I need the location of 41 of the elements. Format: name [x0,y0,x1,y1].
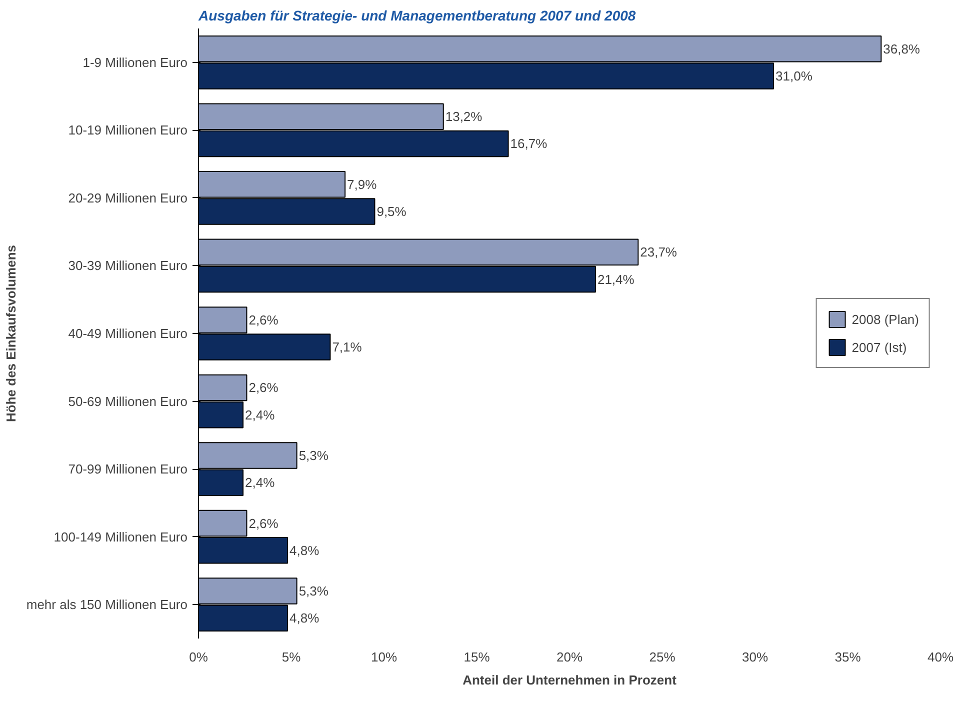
legend-label: 2007 (Ist) [852,340,907,354]
y-axis-title: Höhe des Einkaufsvolumens [3,244,18,422]
data-label: 2,4% [245,475,276,490]
y-tick-label: 10-19 Millionen Euro [68,122,188,138]
x-tick-label: 20% [556,650,583,664]
x-axis-title: Anteil der Unternehmen in Prozent [462,672,678,688]
data-label: 31,0% [776,68,813,84]
y-tick-label: 70-99 Millionen Euro [68,462,188,477]
data-label: 7,9% [347,176,378,192]
data-label: 21,4% [597,272,635,287]
x-tick-label: 10% [370,650,398,664]
y-tick-label: 100-149 Millionen Euro [54,529,188,544]
data-label: 5,3% [298,448,329,463]
y-tick-label: 30-39 Millionen Euro [68,258,188,274]
legend-label: 2008 (Plan) [852,312,919,326]
data-label: 13,2% [445,109,483,124]
y-tick-label: 40-49 Millionen Euro [68,326,188,341]
data-label: 2,6% [248,312,279,328]
y-tick-label: 50-69 Millionen Euro [68,394,188,409]
y-tick-label: 1-9 Millionen Euro [82,54,188,70]
x-tick-label: 5% [282,650,302,664]
data-label: 23,7% [640,244,678,260]
x-tick-label: 0% [189,650,208,664]
x-tick-label: 30% [742,650,768,664]
data-label: 2,6% [248,516,279,531]
data-label: 5,3% [298,584,329,599]
data-label: 7,1% [332,340,362,355]
data-label: 2,4% [245,407,276,422]
data-label: 4,8% [290,542,320,558]
data-label: 4,8% [290,610,320,626]
x-tick-label: 40% [927,650,954,664]
data-label: 36,8% [883,41,920,56]
x-tick-label: 15% [464,650,490,664]
chart-title: Ausgaben für Strategie- und Managementberatung 2007 und 2008 [198,8,636,24]
data-label: 16,7% [510,136,548,152]
data-label: 9,5% [376,204,407,219]
data-label: 2,6% [248,380,279,396]
x-tick-label: 35% [834,650,862,664]
y-tick-label: 20-29 Millionen Euro [68,190,188,206]
x-tick-label: 25% [649,650,676,664]
y-tick-label: mehr als 150 Millionen Euro [26,597,188,612]
